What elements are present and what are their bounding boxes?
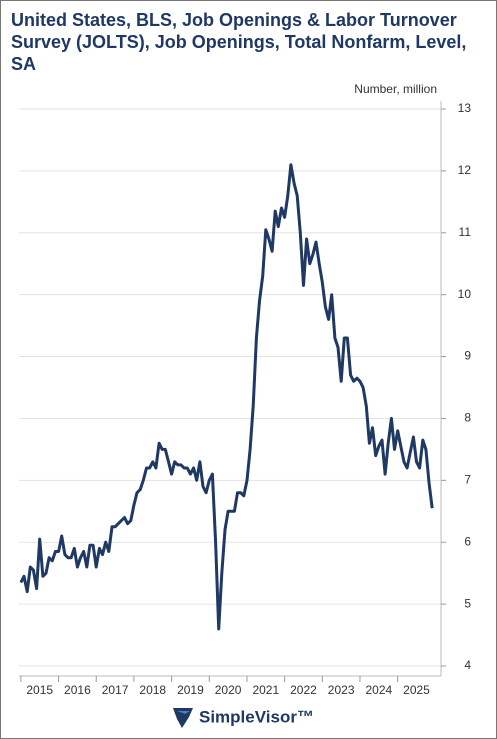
x-tick-label: 2016 (64, 683, 91, 697)
y-tick-label: 9 (464, 349, 471, 363)
x-tick-label: 2024 (365, 683, 392, 697)
brand-name: SimpleVisor™ (199, 707, 314, 726)
x-tick-label: 2017 (102, 683, 129, 697)
x-tick-label: 2023 (328, 683, 355, 697)
brand-logo: SimpleVisor™ (173, 707, 314, 728)
x-tick-label: 2025 (403, 683, 430, 697)
y-tick-label: 12 (458, 163, 472, 177)
chart-title: United States, BLS, Job Openings & Labor… (11, 10, 467, 74)
logo-icon-accent (177, 711, 190, 714)
x-tick-label: 2020 (215, 683, 242, 697)
x-tick-label: 2018 (139, 683, 166, 697)
logo-icon (173, 708, 193, 728)
data-line (19, 163, 434, 631)
y-tick-label: 6 (464, 534, 471, 548)
y-tick-label: 4 (464, 658, 471, 672)
y-axis-label: Number, million (354, 82, 437, 96)
y-tick-label: 5 (464, 596, 471, 610)
y-tick-label: 10 (458, 287, 472, 301)
y-tick-label: 11 (459, 225, 472, 239)
x-tick-label: 2019 (177, 683, 204, 697)
x-tick-label: 2022 (290, 683, 317, 697)
y-tick-label: 8 (464, 411, 471, 425)
x-tick-label: 2021 (252, 683, 279, 697)
y-tick-label: 7 (464, 473, 471, 487)
y-tick-label: 13 (458, 101, 472, 115)
x-tick-label: 2015 (26, 683, 53, 697)
